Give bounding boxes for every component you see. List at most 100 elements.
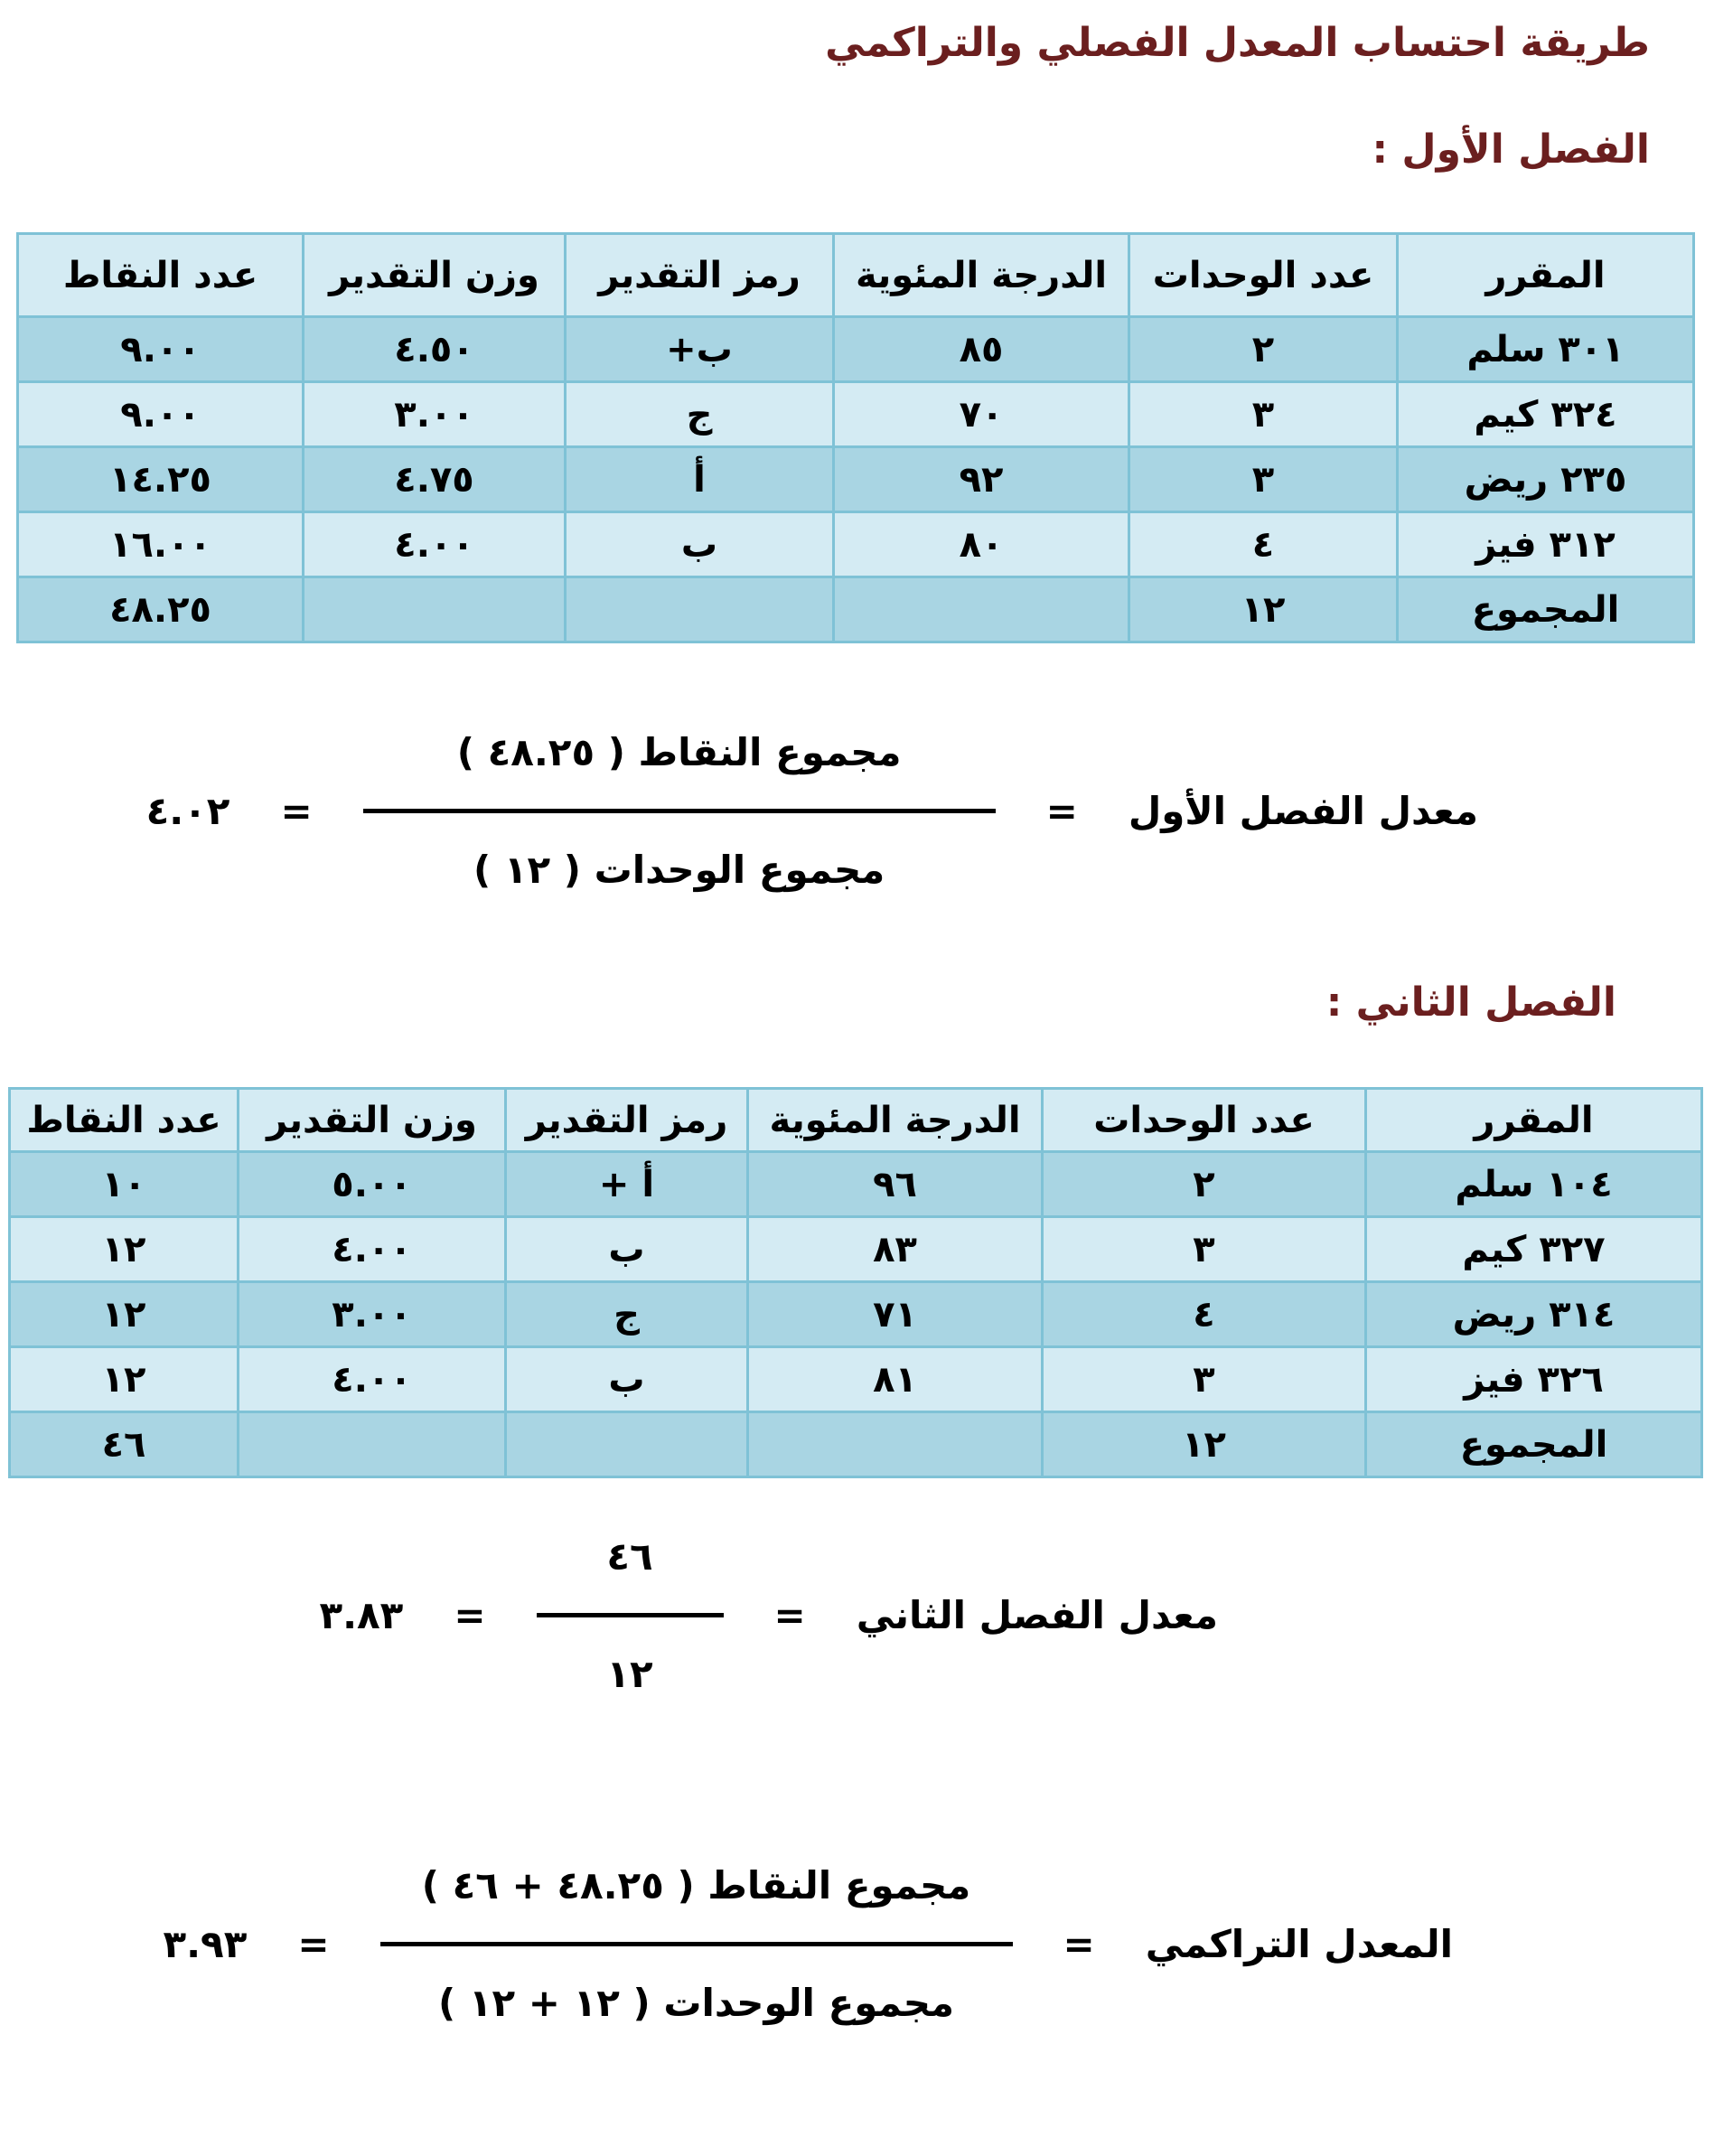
cumulative-gpa-result: ٣.٩٣ (163, 1922, 248, 1966)
cell-points: ١٤.٢٥ (16, 445, 304, 513)
equals-sign: = (280, 789, 313, 833)
semester1-gpa-label: معدل الفصل الأول (1128, 789, 1478, 833)
cell-grade-weight: ٣.٠٠ (237, 1280, 507, 1348)
cell-grade-weight: ٤.٠٠ (237, 1345, 507, 1413)
cell-grade-symbol: ب+ (564, 315, 835, 383)
cell-percentage: ٩٦ (746, 1150, 1044, 1218)
semester1-formula: معدل الفصل الأول = مجموع النقاط ( ٤٨.٢٥ … (146, 730, 1478, 892)
cell-grade-weight (302, 576, 567, 643)
semester1-fraction: مجموع النقاط ( ٤٨.٢٥ ) مجموع الوحدات ( ١… (362, 730, 996, 892)
table-row: ٣١٤ ريض ٤ ٧١ ج ٣.٠٠ ١٢ (8, 1280, 1703, 1348)
table-row: ٣٢٦ فيز ٣ ٨١ ب ٤.٠٠ ١٢ (8, 1345, 1703, 1413)
cell-units: ٣ (1041, 1215, 1367, 1283)
cell-grade-symbol: ج (564, 380, 835, 448)
cell-grade-weight: ٥.٠٠ (237, 1150, 507, 1218)
semester1-gpa-result: ٤.٠٢ (145, 789, 230, 833)
header-grade-symbol: رمز التقدير (564, 232, 835, 318)
semester2-numerator: ٤٦ (606, 1534, 653, 1579)
cell-grade-symbol (564, 576, 835, 643)
cell-grade-symbol: ب (504, 1215, 749, 1283)
cell-points: ١٢ (8, 1215, 239, 1283)
cell-grade-symbol: أ + (504, 1150, 749, 1218)
cell-course: ٣٢٧ كيم (1364, 1215, 1703, 1283)
semester1-numerator: مجموع النقاط ( ٤٨.٢٥ ) (456, 730, 902, 774)
cell-grade-symbol: ب (504, 1345, 749, 1413)
cell-course: ٣٢٦ فيز (1364, 1345, 1703, 1413)
semester2-formula: معدل الفصل الثاني = ٤٦ ١٢ = ٣.٨٣ (319, 1534, 1218, 1696)
equals-sign: = (1063, 1922, 1095, 1966)
cell-units: ٣ (1128, 445, 1399, 513)
table-row: ٣١٢ فيز ٤ ٨٠ ب ٤.٠٠ ١٦.٠٠ (16, 511, 1695, 578)
semester2-table: المقرر عدد الوحدات الدرجة المئوية رمز التقد… (8, 1087, 1703, 1478)
page-title: طريقة احتساب المعدل الفصلي والتراكمي (825, 20, 1650, 66)
cell-grade-symbol: ب (564, 511, 835, 578)
cell-grade-weight (237, 1411, 507, 1478)
cell-units: ٤ (1041, 1280, 1367, 1348)
equals-sign: = (773, 1593, 806, 1637)
cell-course: المجموع (1364, 1411, 1703, 1478)
cell-points: ٤٦ (8, 1411, 239, 1478)
cell-grade-symbol: ج (504, 1280, 749, 1348)
total-row: المجموع ١٢ ٤٨.٢٥ (16, 576, 1695, 643)
cell-course: ٣١٤ ريض (1364, 1280, 1703, 1348)
cumulative-numerator: مجموع النقاط ( ٤٨.٢٥ + ٤٦ ) (421, 1863, 971, 1908)
cell-percentage (746, 1411, 1044, 1478)
cell-units: ٢ (1128, 315, 1399, 383)
fraction-line (536, 1613, 724, 1617)
semester1-denominator: مجموع الوحدات ( ١٢ ) (473, 848, 885, 892)
header-points: عدد النقاط (8, 1087, 239, 1153)
semester2-heading: الفصل الثاني : (1325, 980, 1616, 1026)
semester1-table: المقرر عدد الوحدات الدرجة المئوية رمز التقد… (16, 232, 1695, 643)
cell-percentage: ٨٠ (832, 511, 1130, 578)
header-course: المقرر (1364, 1087, 1703, 1153)
header-units: عدد الوحدات (1041, 1087, 1367, 1153)
cell-percentage: ٧١ (746, 1280, 1044, 1348)
table-row: ١٠٤ سلم ٢ ٩٦ أ +٥.٠٠ ١٠ (8, 1150, 1703, 1218)
cell-percentage: ٨٥ (832, 315, 1130, 383)
table-row: ٣٠١ سلم ٢ ٨٥ ب+ ٤.٥٠ ٩.٠٠ (16, 315, 1695, 383)
cell-points: ٩.٠٠ (16, 380, 304, 448)
cumulative-fraction: مجموع النقاط ( ٤٨.٢٥ + ٤٦ ) مجموع الوحدا… (379, 1863, 1013, 2025)
table-row: ٢٣٥ ريض ٣ ٩٢ أ ٤.٧٥ ١٤.٢٥ (16, 445, 1695, 513)
header-row: المقرر عدد الوحدات الدرجة المئوية رمز التقد… (8, 1087, 1703, 1153)
header-grade-symbol: رمز التقدير (504, 1087, 749, 1153)
semester2-gpa-result: ٣.٨٣ (319, 1593, 404, 1637)
equals-sign: = (1045, 789, 1078, 833)
cell-grade-symbol: أ (564, 445, 835, 513)
cell-percentage: ٨٣ (746, 1215, 1044, 1283)
header-grade-weight: وزن التقدير (237, 1087, 507, 1153)
table-row: ٣٢٧ كيم ٣ ٨٣ ب ٤.٠٠ ١٢ (8, 1215, 1703, 1283)
cell-points: ٤٨.٢٥ (16, 576, 304, 643)
header-grade-weight: وزن التقدير (302, 232, 567, 318)
cell-percentage: ٧٠ (832, 380, 1130, 448)
cell-units: ٣ (1041, 1345, 1367, 1413)
cumulative-formula: المعدل التراكمي = مجموع النقاط ( ٤٨.٢٥ +… (163, 1863, 1453, 2025)
equals-sign: = (454, 1593, 486, 1637)
total-row: المجموع ١٢ ٤٦ (8, 1411, 1703, 1478)
cell-percentage: ٨١ (746, 1345, 1044, 1413)
cell-grade-weight: ٤.٥٠ (302, 315, 567, 383)
cell-grade-weight: ٤.٧٥ (302, 445, 567, 513)
header-units: عدد الوحدات (1128, 232, 1399, 318)
header-percentage: الدرجة المئوية (832, 232, 1130, 318)
cell-course: ٣٢٤ كيم (1396, 380, 1695, 448)
fraction-line (379, 1942, 1013, 1946)
table-row: ٣٢٤ كيم ٣ ٧٠ ج ٣.٠٠ ٩.٠٠ (16, 380, 1695, 448)
header-course: المقرر (1396, 232, 1695, 318)
semester2-fraction: ٤٦ ١٢ (536, 1534, 724, 1696)
equals-sign: = (297, 1922, 330, 1966)
semester2-denominator: ١٢ (606, 1652, 653, 1696)
cell-percentage: ٩٢ (832, 445, 1130, 513)
fraction-line (362, 809, 996, 813)
cell-units: ٣ (1128, 380, 1399, 448)
cell-course: ١٠٤ سلم (1364, 1150, 1703, 1218)
cumulative-gpa-label: المعدل التراكمي (1145, 1922, 1453, 1966)
header-points: عدد النقاط (16, 232, 304, 318)
cell-grade-weight: ٣.٠٠ (302, 380, 567, 448)
cell-units: ٤ (1128, 511, 1399, 578)
cell-percentage (832, 576, 1130, 643)
cell-course: ٢٣٥ ريض (1396, 445, 1695, 513)
cell-units: ١٢ (1128, 576, 1399, 643)
cell-course: ٣١٢ فيز (1396, 511, 1695, 578)
cell-points: ٩.٠٠ (16, 315, 304, 383)
